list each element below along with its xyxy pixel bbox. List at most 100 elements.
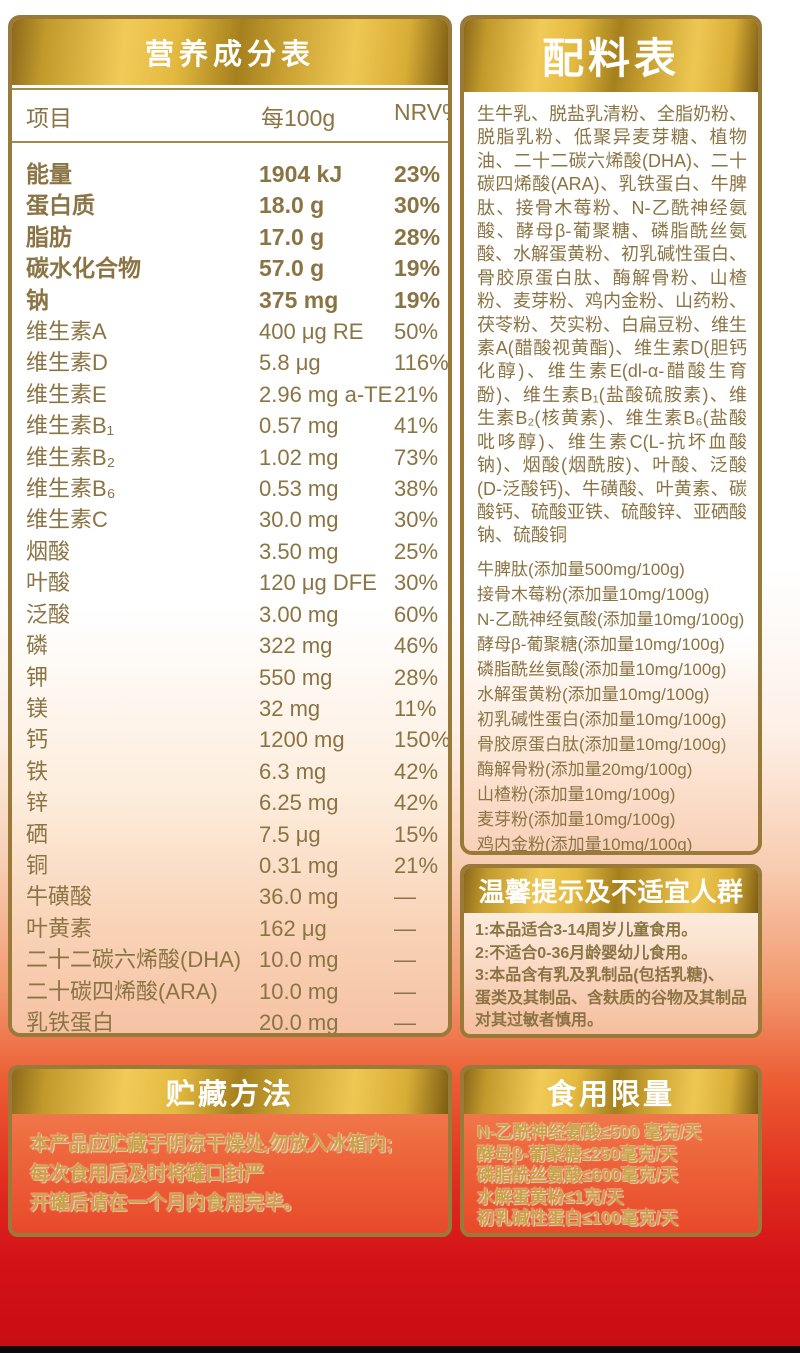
nutrition-row: 二十碳四烯酸(ARA) 10.0 mg — xyxy=(26,976,442,1007)
nutrition-row: 镁 32 mg 11% xyxy=(26,693,442,724)
nutrition-cell-value: 7.5 μg xyxy=(259,821,321,847)
nutrition-cell-nrv: 30% xyxy=(394,570,439,596)
nutrition-cell-value: 20.0 mg xyxy=(259,1009,339,1035)
nutrition-row: 叶酸 120 μg DFE 30% xyxy=(26,567,442,598)
nutrition-row: 烟酸 3.50 mg 25% xyxy=(26,536,442,567)
nutrition-row: 钙 1200 mg 150% xyxy=(26,724,448,755)
nutrition-cell-value: 32 mg xyxy=(259,695,321,721)
nutrition-facts-panel: 营养成分表 项目 每100g NRV% 能量 1904 kJ 23% 蛋白质 18.0 … xyxy=(8,15,452,1037)
limit-lines: N-乙酰神经氨酸≤500 毫克/天 酵母β-葡聚糖≤250毫克/天 磷脂酰丝氨酸≤6… xyxy=(464,1114,758,1230)
storage-panel-header: 贮藏方法 xyxy=(12,1069,448,1114)
nutrition-cell-value: 18.0 g xyxy=(259,192,325,219)
nutrition-panel-header: 营养成分表 xyxy=(12,19,448,85)
column-header-per100g: 每100g xyxy=(261,105,336,131)
storage-lines: 本产品应贮藏于阴凉干燥处,勿放入冰箱内; 每次食用后及时将罐口封严开罐后请在一个月… xyxy=(12,1114,448,1219)
nutrition-row: 磷 322 mg 46% xyxy=(26,630,442,661)
tips-panel-title: 温馨提示及不适宜人群 xyxy=(478,877,744,907)
nutrition-cell-value: 0.31 mg xyxy=(259,852,339,878)
nutrition-cell-item: 锌 xyxy=(26,790,49,816)
limit-line: N-乙酰神经氨酸≤500 毫克/天 xyxy=(477,1122,702,1142)
additive-line: N-乙酰神经氨酸(添加量10mg/100g) xyxy=(477,609,745,629)
storage-line: 本产品应贮藏于阴凉干燥处,勿放入冰箱内; xyxy=(30,1133,393,1155)
bottom-black-bar xyxy=(0,1346,800,1353)
nutrition-cell-value: 550 mg xyxy=(259,664,333,690)
nutrition-cell-item: 维生素C xyxy=(26,507,108,533)
nutrition-cell-nrv: 46% xyxy=(394,633,439,659)
nutrition-cell-value: 3.50 mg xyxy=(259,538,339,564)
ingredients-text: 生牛乳、脱盐乳清粉、全脂奶粉、脱脂乳粉、低聚异麦芽糖、植物油、二十二碳六烯酸(D… xyxy=(477,104,747,546)
nutrition-cell-nrv: 30% xyxy=(394,192,441,219)
nutrition-row: 锌 6.25 mg 42% xyxy=(26,787,442,818)
nutrition-cell-item: 铜 xyxy=(26,852,49,878)
nutrition-cell-nrv: 30% xyxy=(394,507,439,533)
nutrition-cell-item: 磷 xyxy=(26,633,49,659)
nutrition-row: 乳铁蛋白 20.0 mg — xyxy=(26,1007,442,1035)
nutrition-row: 蛋白质 18.0 g 30% xyxy=(26,190,442,221)
nutrition-row: 碳水化合物 57.0 g 19% xyxy=(26,253,442,284)
nutrition-cell-item: 二十碳四烯酸(ARA) xyxy=(26,978,218,1004)
nutrition-cell-item: 维生素D xyxy=(26,350,108,376)
column-header-nrv: NRV% xyxy=(394,99,448,125)
nutrition-cell-value: 6.3 mg xyxy=(259,758,327,784)
nutrition-cell-nrv: 21% xyxy=(394,852,439,878)
nutrition-cell-value: 120 μg DFE xyxy=(259,570,377,596)
additives-list: 牛脾肽(添加量500mg/100g) 接骨木莓粉(添加量10mg/100g) N-乙… xyxy=(477,557,747,851)
tip-line: 3:本品含有乳及乳制品(包括乳糖)、 xyxy=(475,967,724,985)
nutrition-cell-value: 5.8 μg xyxy=(259,350,321,376)
limit-line: 水解蛋黄粉≤1克/天 xyxy=(477,1186,624,1207)
storage-line: 开罐后请在一个月内食用完毕。 xyxy=(30,1192,304,1214)
ingredients-body: 生牛乳、脱盐乳清粉、全脂奶粉、脱脂乳粉、低聚异麦芽糖、植物油、二十二碳六烯酸(D… xyxy=(464,92,758,851)
nutrition-row: 牛磺酸 36.0 mg — xyxy=(26,881,442,912)
nutrition-cell-value: 3.00 mg xyxy=(259,601,339,627)
nutrition-cell-value: 10.0 mg xyxy=(259,978,339,1004)
additive-line: 山楂粉(添加量10mg/100g) xyxy=(477,784,676,804)
nutrition-cell-nrv: 60% xyxy=(394,601,439,627)
storage-line: 每次食用后及时将罐口封严 xyxy=(30,1162,265,1185)
nutrition-cell-nrv: 41% xyxy=(394,413,439,439)
nutrition-cell-value: 1200 mg xyxy=(259,727,345,753)
nutrition-cell-nrv: 28% xyxy=(394,223,441,250)
nutrition-cell-value: 400 μg RE xyxy=(259,319,364,345)
additive-line: 牛脾肽(添加量500mg/100g) xyxy=(477,559,685,579)
nutrition-row: 铁 6.3 mg 42% xyxy=(26,756,442,787)
limit-panel-title: 食用限量 xyxy=(546,1078,675,1111)
nutrition-cell-nrv: 150% xyxy=(394,727,451,753)
nutrition-cell-value: 1.02 mg xyxy=(259,444,339,470)
nutrition-row: 维生素E 2.96 mg a-TE 21% xyxy=(26,379,442,410)
nutrition-cell-item: 镁 xyxy=(26,695,49,721)
nutrition-table-header: 项目 每100g NRV% xyxy=(12,88,448,143)
tips-panel: 温馨提示及不适宜人群 1:本品适合3-14周岁儿童食用。 2:不适合0-36月龄婴… xyxy=(460,864,762,1038)
nutrition-cell-value: 17.0 g xyxy=(259,223,325,250)
nutrition-cell-nrv: 11% xyxy=(394,695,437,721)
nutrition-cell-value: 6.25 mg xyxy=(259,790,339,816)
nutrition-cell-item: 乳铁蛋白 xyxy=(26,1009,115,1035)
limit-line: 酵母β-葡聚糖≤250毫克/天 xyxy=(477,1143,678,1164)
nutrition-cell-value: 2.96 mg a-TE xyxy=(259,381,393,407)
nutrition-cell-item: 叶黄素 xyxy=(26,915,93,941)
nutrition-cell-nrv: — xyxy=(394,915,416,941)
nutrition-cell-nrv: — xyxy=(394,978,416,1004)
tip-line: 2:不适合0-36月龄婴幼儿食用。 xyxy=(475,944,698,962)
nutrition-cell-item: 泛酸 xyxy=(26,601,71,627)
nutrition-row: 能量 1904 kJ 23% xyxy=(26,159,442,190)
nutrition-panel-title: 营养成分表 xyxy=(144,39,315,71)
nutrition-cell-nrv: 116% xyxy=(394,350,449,376)
nutrition-cell-item: 钙 xyxy=(26,727,49,753)
nutrition-cell-value: 1904 kJ xyxy=(259,161,343,187)
nutrition-cell-nrv: — xyxy=(394,1009,416,1035)
ingredients-panel-title: 配料表 xyxy=(541,35,680,82)
nutrition-cell-nrv: 42% xyxy=(394,758,439,784)
nutrition-row: 铜 0.31 mg 21% xyxy=(26,850,442,881)
additive-line: 酵母β-葡聚糖(添加量10mg/100g) xyxy=(477,634,725,654)
nutrition-row: 维生素B₂ 1.02 mg 73% xyxy=(26,442,442,473)
nutrition-cell-nrv: 28% xyxy=(394,664,439,690)
nutrition-row: 钠 375 mg 19% xyxy=(26,285,442,316)
nutrition-row: 钾 550 mg 28% xyxy=(26,662,442,693)
nutrition-row: 维生素B₆ 0.53 mg 38% xyxy=(26,473,442,504)
storage-panel: 贮藏方法 本产品应贮藏于阴凉干燥处,勿放入冰箱内; 每次食用后及时将罐口封严开罐后… xyxy=(8,1065,452,1237)
nutrition-row: 脂肪 17.0 g 28% xyxy=(26,222,442,253)
nutrition-cell-item: 钠 xyxy=(26,286,49,313)
column-header-item: 项目 xyxy=(26,105,72,131)
nutrition-cell-item: 维生素B₂ xyxy=(26,444,116,470)
nutrition-row: 二十二碳六烯酸(DHA) 10.0 mg — xyxy=(26,944,442,975)
